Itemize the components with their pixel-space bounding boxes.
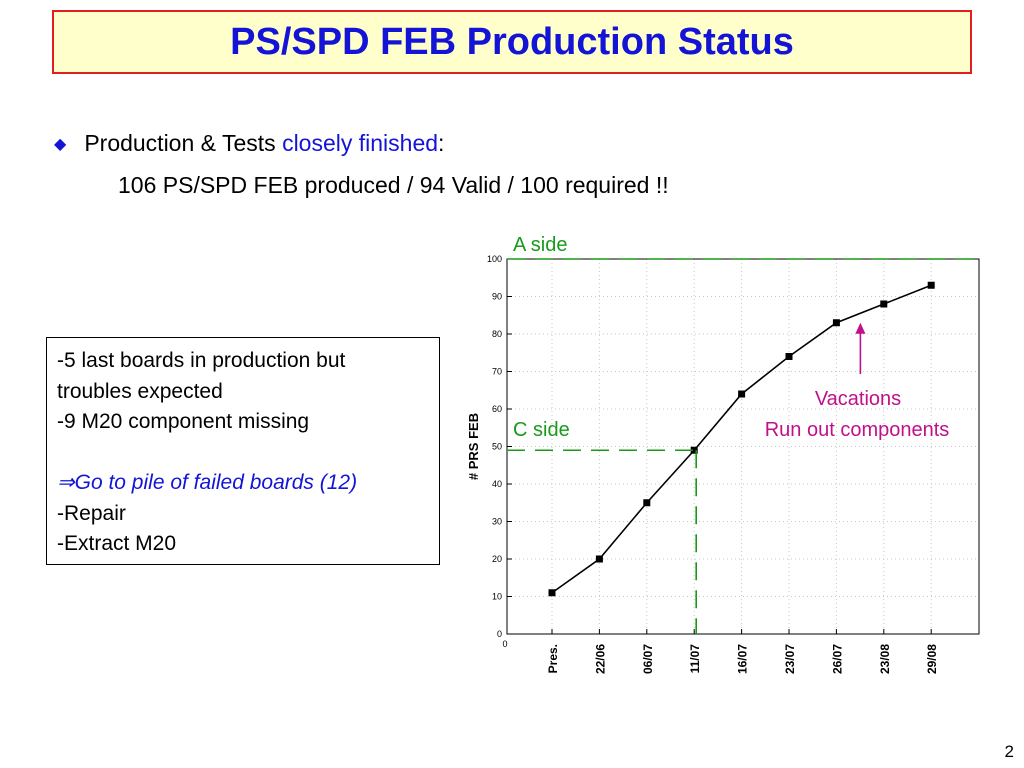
note-line-action: ⇒Go to pile of failed boards (12) [57, 468, 439, 499]
bullet-highlight: closely finished [282, 130, 439, 156]
diamond-bullet-icon: ◆ [54, 135, 67, 153]
y-tick-label: 10 [492, 592, 502, 602]
x-origin-label: 0 [502, 639, 507, 649]
data-point [643, 499, 651, 507]
production-summary: 106 PS/SPD FEB produced / 94 Valid / 100… [118, 172, 669, 198]
y-tick-label: 60 [492, 404, 502, 414]
note-line: -Extract M20 [57, 532, 177, 555]
x-tick-label: 23/08 [878, 644, 892, 674]
x-tick-label: 16/07 [736, 644, 750, 674]
note-action-text: Go to pile of failed boards (12) [74, 471, 358, 494]
run-out-components-label: Run out components [765, 419, 950, 441]
data-point [548, 589, 556, 597]
page-number: 2 [1004, 742, 1014, 761]
y-tick-label: 0 [497, 629, 502, 639]
bullet-prefix: Production & Tests [84, 130, 276, 156]
x-tick-label: 06/07 [641, 644, 655, 674]
y-axis-label: # PRS FEB [466, 413, 481, 480]
y-tick-label: 100 [487, 254, 502, 264]
x-tick-label: 11/07 [688, 644, 702, 674]
note-line: -Repair [57, 501, 126, 525]
data-point [595, 555, 603, 563]
x-tick-label: 22/06 [593, 644, 607, 674]
vacations-label: Vacations [815, 388, 901, 410]
c-side-label: C side [513, 419, 570, 441]
implies-arrow-icon: ⇒ [57, 471, 75, 494]
note-line: troubles expected [57, 379, 223, 403]
a-side-label: A side [513, 234, 567, 256]
data-point [880, 300, 888, 308]
y-tick-label: 80 [492, 329, 502, 339]
x-tick-label: Pres. [546, 644, 560, 673]
x-tick-label: 29/08 [925, 644, 939, 674]
bullet-production: ◆ Production & Tests closely finished: [54, 130, 444, 157]
x-tick-label: 23/07 [783, 644, 797, 674]
data-point [927, 281, 935, 289]
data-point [832, 319, 840, 327]
x-tick-label: 26/07 [830, 644, 844, 674]
data-point [785, 353, 793, 360]
y-tick-label: 70 [492, 367, 502, 377]
vacations-arrow-icon [855, 322, 866, 334]
page-title: PS/SPD FEB Production Status [230, 20, 794, 63]
y-tick-label: 50 [492, 442, 502, 452]
bullet-suffix: : [438, 130, 445, 156]
data-point [738, 390, 746, 398]
note-line: -5 last boards in production but [57, 349, 346, 372]
note-line: -9 M20 component missing [57, 410, 310, 433]
y-tick-label: 30 [492, 517, 502, 527]
y-tick-label: 90 [492, 292, 502, 302]
y-tick-label: 40 [492, 479, 502, 489]
notes-box: -5 last boards in production but trouble… [46, 337, 440, 565]
data-point [690, 446, 698, 454]
y-tick-label: 20 [492, 554, 502, 564]
title-box: PS/SPD FEB Production Status [52, 10, 972, 74]
